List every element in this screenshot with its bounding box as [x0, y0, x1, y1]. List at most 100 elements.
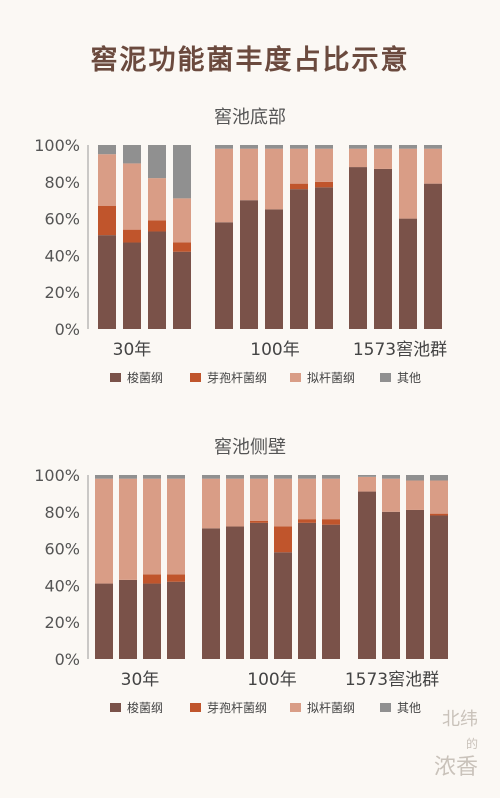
legend-label: 芽孢杆菌纲 [207, 701, 267, 715]
legend-swatch [380, 703, 391, 712]
bar-segment [265, 209, 283, 329]
bar-segment [143, 478, 161, 575]
watermark-line3: 浓香 [433, 755, 478, 780]
group-label: 1573窖池群 [353, 340, 447, 360]
bar-segment [167, 475, 185, 479]
bar-segment [167, 478, 185, 575]
bar-segment [298, 478, 316, 520]
bar-segment [349, 145, 367, 149]
bar-segment [430, 475, 448, 481]
bar-segment [173, 242, 191, 252]
bar-segment [274, 478, 292, 527]
bar-segment [374, 168, 392, 329]
bar-segment [240, 145, 258, 149]
bar-segment [399, 148, 417, 219]
bar-segment [298, 519, 316, 523]
chart-title: 窖池底部 [214, 107, 286, 128]
bar-segment [406, 509, 424, 659]
bar-segment [399, 145, 417, 149]
chart-title: 窖池侧壁 [214, 437, 286, 458]
legend-label: 芽孢杆菌纲 [207, 371, 267, 385]
bar-segment [406, 475, 424, 481]
bar-segment [240, 200, 258, 329]
bar-segment [95, 583, 113, 659]
bar-segment [430, 480, 448, 514]
bar-segment [290, 189, 308, 329]
bar-segment [298, 522, 316, 659]
legend-swatch [290, 703, 301, 712]
bar-segment [215, 222, 233, 329]
bar-segment [215, 148, 233, 223]
bar-segment [123, 242, 141, 329]
bar-segment [98, 154, 116, 206]
y-tick-label: 100% [34, 466, 80, 485]
bar-segment [143, 583, 161, 659]
bar-segment [148, 231, 166, 329]
group-label: 1573窖池群 [345, 670, 439, 690]
bar-segment [143, 574, 161, 584]
y-tick-label: 80% [44, 173, 80, 192]
bar-segment [95, 475, 113, 479]
bar-segment [123, 145, 141, 164]
bar-segment [226, 478, 244, 527]
y-tick-label: 0% [55, 650, 80, 669]
bar-segment [382, 478, 400, 512]
bar-segment [315, 187, 333, 329]
bar-segment [119, 579, 137, 659]
bar-segment [424, 183, 442, 329]
bar-segment [148, 178, 166, 221]
bar-segment [173, 145, 191, 199]
legend-swatch [380, 373, 391, 382]
bar-segment [98, 205, 116, 236]
bar-segment [315, 181, 333, 188]
bar-segment [215, 145, 233, 149]
bar-segment [202, 475, 220, 479]
group-label: 100年 [247, 670, 296, 690]
bar-segment [424, 148, 442, 184]
bar-segment [382, 511, 400, 659]
legend-label: 其他 [397, 371, 421, 385]
legend-label: 其他 [397, 701, 421, 715]
bar-segment [119, 478, 137, 580]
bar-segment [148, 220, 166, 232]
bar-segment [274, 552, 292, 659]
watermark: 北纬 的 浓香 [434, 708, 478, 780]
bar-segment [226, 475, 244, 479]
legend-swatch [190, 703, 201, 712]
bar-segment [274, 475, 292, 479]
legend-swatch [110, 373, 121, 382]
bar-segment [406, 480, 424, 510]
bar-segment [148, 145, 166, 179]
bar-segment [226, 526, 244, 659]
bar-segment [123, 163, 141, 230]
y-tick-label: 20% [44, 613, 80, 632]
bar-segment [374, 148, 392, 169]
group-label: 30年 [113, 340, 152, 360]
bar-segment [430, 513, 448, 516]
legend-swatch [110, 703, 121, 712]
bar-segment [399, 218, 417, 329]
watermark-line1: 北纬 [442, 709, 478, 730]
legend-label: 梭菌纲 [127, 700, 163, 715]
bar-segment [322, 478, 340, 520]
bar-segment [322, 524, 340, 659]
group-label: 100年 [250, 340, 299, 360]
bar-segment [202, 478, 220, 529]
legend-swatch [290, 373, 301, 382]
bar-segment [298, 475, 316, 479]
bar-segment [358, 491, 376, 659]
bar-segment [98, 235, 116, 329]
y-tick-label: 60% [44, 210, 80, 229]
bar-segment [98, 145, 116, 155]
bar-segment [322, 475, 340, 479]
y-tick-label: 20% [44, 283, 80, 302]
bar-segment [424, 145, 442, 149]
bar-segment [123, 229, 141, 243]
page-title: 窖泥功能菌丰度占比示意 [90, 45, 410, 76]
group-label: 30年 [121, 670, 160, 690]
bar-segment [290, 148, 308, 184]
y-tick-label: 100% [34, 136, 80, 155]
bar-segment [290, 183, 308, 190]
bar-segment [173, 251, 191, 329]
